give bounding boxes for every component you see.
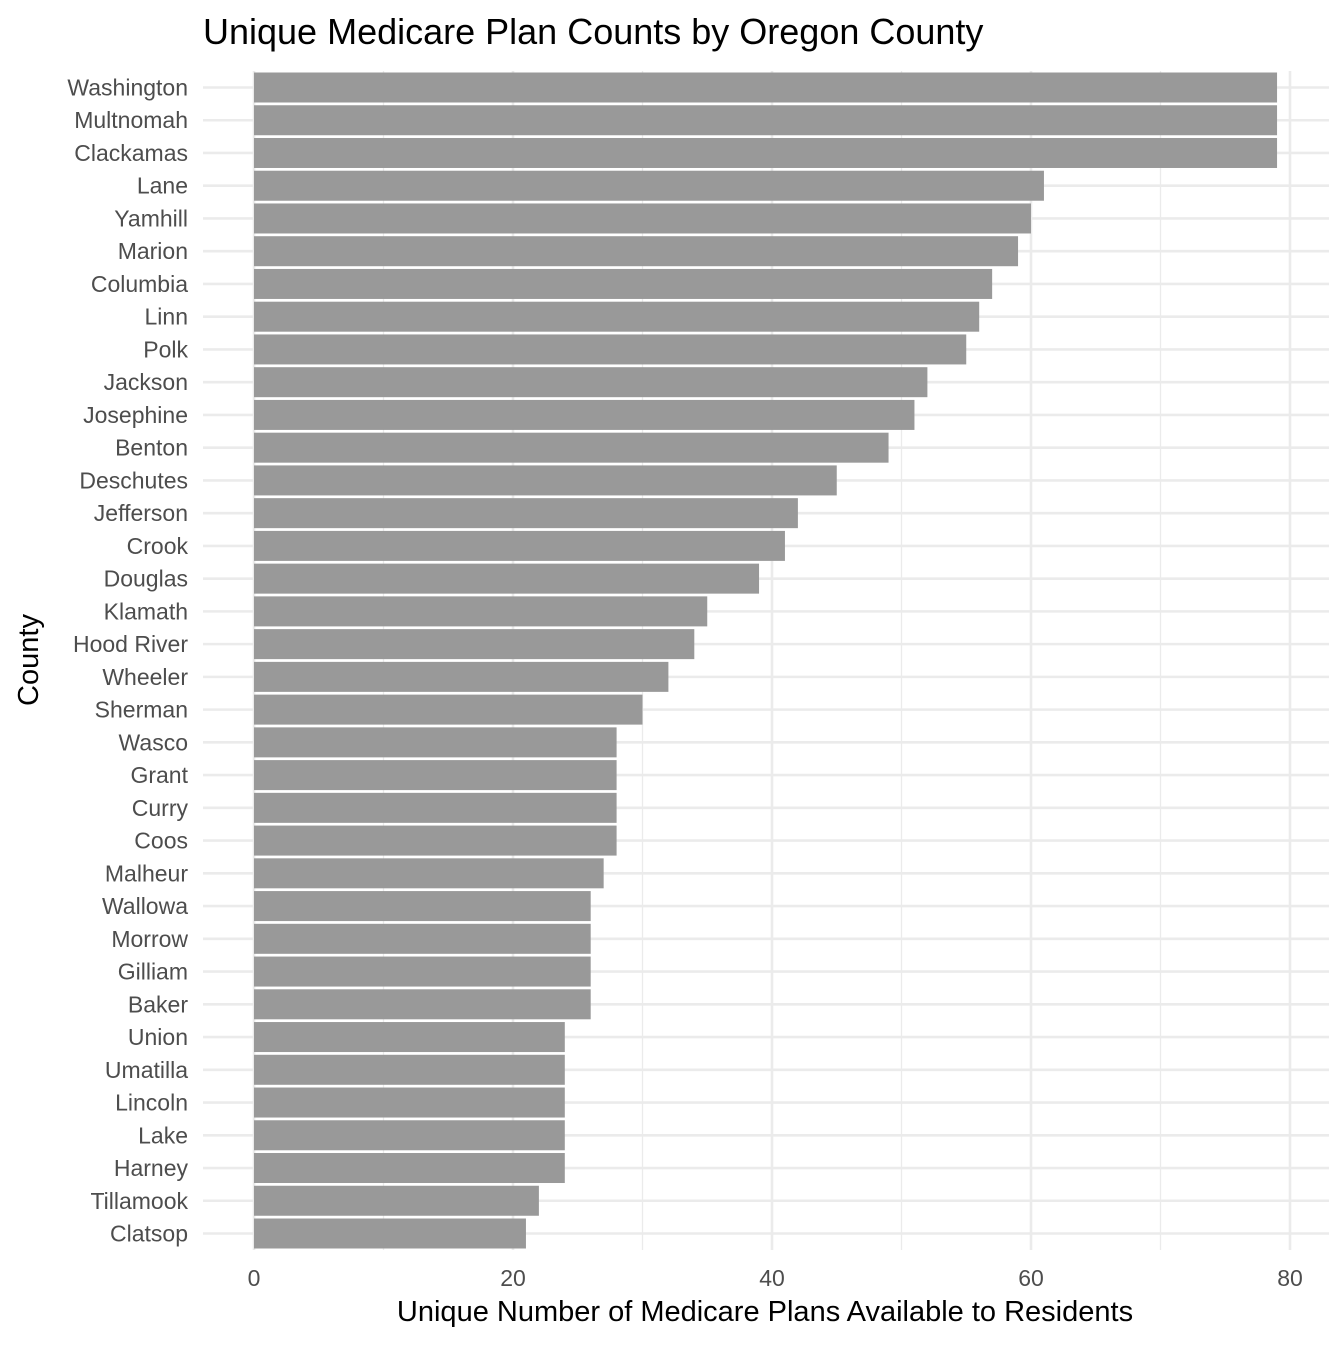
bar-jefferson: [254, 498, 798, 529]
bar-yamhill: [254, 203, 1031, 234]
y-axis-title: County: [13, 614, 45, 706]
bar-lake: [254, 1120, 565, 1151]
y-tick-label: Curry: [132, 795, 189, 821]
x-tick-label: 80: [1277, 1265, 1303, 1291]
y-tick-label: Gilliam: [118, 959, 188, 985]
y-tick-label: Josephine: [83, 402, 188, 428]
y-tick-label: Columbia: [91, 271, 188, 297]
y-axis-ticks: Washington Multnomah Clackamas Lane Yamhill M…: [67, 75, 188, 1247]
y-tick-label: Deschutes: [79, 467, 188, 493]
bar-union: [254, 1022, 565, 1053]
bar-hood-river: [254, 629, 695, 660]
bar-wheeler: [254, 661, 669, 692]
bar-josephine: [254, 399, 915, 430]
y-tick-label: Wallowa: [102, 893, 188, 919]
bar-columbia: [254, 268, 993, 299]
y-tick-label: Klamath: [104, 598, 188, 624]
y-tick-label: Clackamas: [74, 140, 188, 166]
y-tick-label: Baker: [128, 991, 188, 1017]
y-tick-label: Douglas: [104, 566, 188, 592]
y-tick-label: Lake: [138, 1122, 188, 1148]
bar-multnomah: [254, 105, 1278, 136]
bar-umatilla: [254, 1054, 565, 1085]
y-tick-label: Marion: [118, 238, 188, 264]
bar-tillamook: [254, 1185, 539, 1216]
bar-benton: [254, 432, 889, 463]
y-tick-label: Yamhill: [114, 205, 188, 231]
bar-wasco: [254, 727, 617, 758]
bar-polk: [254, 334, 967, 365]
y-tick-label: Malheur: [105, 860, 188, 886]
bar-curry: [254, 792, 617, 823]
x-tick-label: 20: [500, 1265, 526, 1291]
x-tick-label: 60: [1018, 1265, 1044, 1291]
y-tick-label: Polk: [143, 336, 188, 362]
y-tick-label: Clatsop: [110, 1221, 188, 1247]
bar-douglas: [254, 563, 760, 594]
x-axis-ticks: 0 20 40 60 80: [248, 1265, 1303, 1291]
y-tick-label: Lincoln: [115, 1090, 188, 1116]
y-tick-label: Harney: [114, 1155, 189, 1181]
bar-morrow: [254, 923, 591, 954]
bar-klamath: [254, 596, 708, 627]
bar-deschutes: [254, 465, 837, 496]
bars: [254, 72, 1278, 1249]
bar-wallowa: [254, 891, 591, 922]
y-tick-label: Wasco: [119, 729, 188, 755]
bar-lane: [254, 170, 1044, 201]
y-tick-label: Grant: [130, 762, 188, 788]
y-tick-label: Umatilla: [105, 1057, 188, 1083]
bar-baker: [254, 989, 591, 1020]
y-tick-label: Tillamook: [90, 1188, 188, 1214]
y-tick-label: Benton: [115, 435, 188, 461]
bar-grant: [254, 760, 617, 791]
chart-title: Unique Medicare Plan Counts by Oregon Co…: [203, 11, 983, 52]
bar-crook: [254, 530, 785, 561]
bar-harney: [254, 1153, 565, 1184]
y-tick-label: Lane: [137, 173, 188, 199]
y-tick-label: Coos: [134, 828, 188, 854]
y-tick-label: Sherman: [95, 697, 188, 723]
x-tick-label: 40: [759, 1265, 785, 1291]
bar-clatsop: [254, 1218, 526, 1249]
y-tick-label: Jackson: [104, 369, 188, 395]
bar-washington: [254, 72, 1278, 103]
bar-linn: [254, 301, 980, 332]
y-tick-label: Wheeler: [102, 664, 188, 690]
y-tick-label: Morrow: [111, 926, 188, 952]
y-tick-label: Washington: [67, 75, 188, 101]
bar-coos: [254, 825, 617, 856]
bar-gilliam: [254, 956, 591, 987]
bar-jackson: [254, 367, 928, 398]
y-tick-label: Hood River: [73, 631, 188, 657]
bar-malheur: [254, 858, 604, 889]
y-tick-label: Linn: [145, 304, 188, 330]
x-axis-title: Unique Number of Medicare Plans Availabl…: [397, 1296, 1133, 1328]
bar-sherman: [254, 694, 643, 725]
bar-lincoln: [254, 1087, 565, 1118]
x-tick-label: 0: [248, 1265, 261, 1291]
y-tick-label: Union: [128, 1024, 188, 1050]
y-tick-label: Jefferson: [94, 500, 188, 526]
bar-marion: [254, 236, 1019, 267]
bar-clackamas: [254, 137, 1278, 168]
y-tick-label: Crook: [127, 533, 189, 559]
y-tick-label: Multnomah: [74, 107, 188, 133]
